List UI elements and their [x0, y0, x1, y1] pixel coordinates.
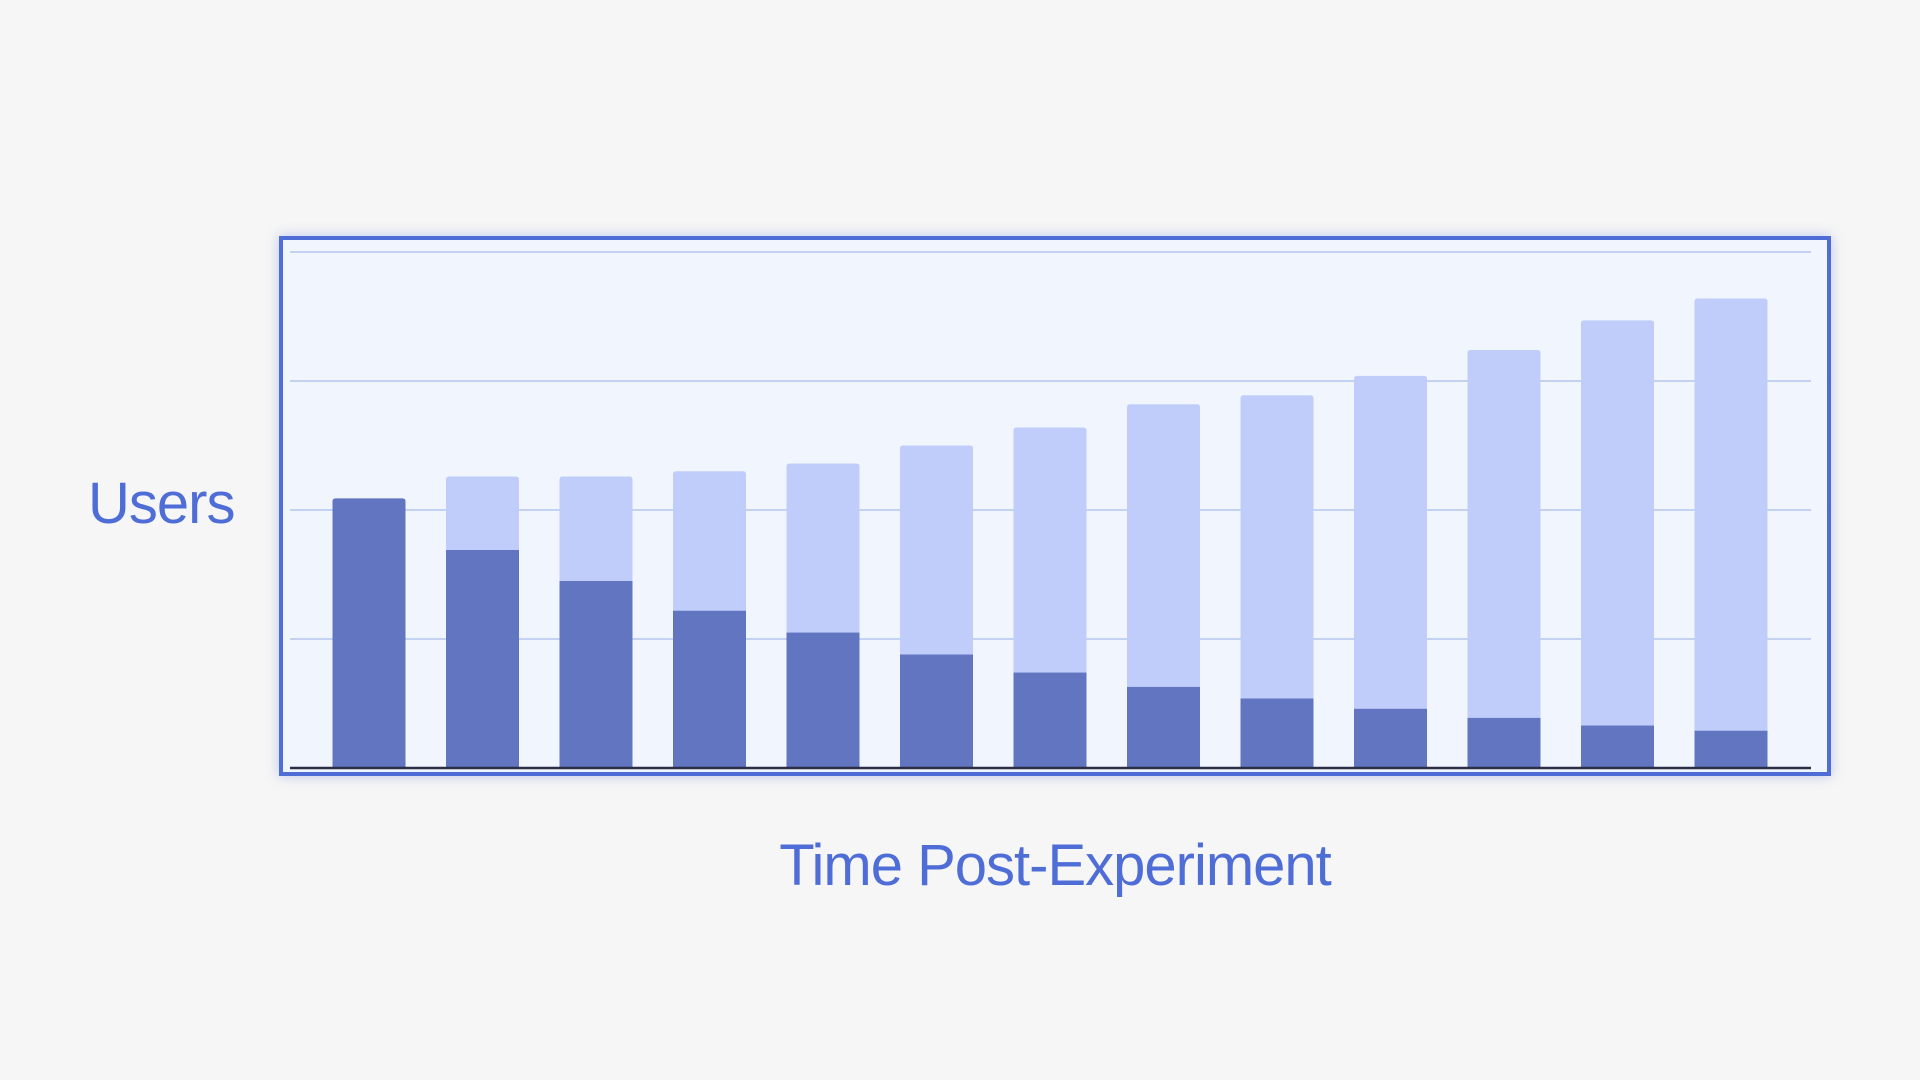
bar-4-series-1: [673, 610, 746, 768]
bar-8-series-1: [1127, 686, 1200, 768]
bar-10-series-1: [1354, 708, 1427, 768]
bar-6-series-1: [900, 654, 973, 768]
bar-8-series-2: [1127, 404, 1200, 687]
bar-2-series-2: [446, 476, 519, 550]
bar-11-series-2: [1467, 350, 1541, 718]
bar-12-series-1: [1581, 725, 1654, 768]
bar-3-series-1: [559, 580, 633, 768]
bar-1-series-1: [332, 498, 406, 768]
bar-2-series-1: [446, 549, 519, 768]
y-axis-label: Users: [88, 471, 235, 536]
bar-13-series-1: [1694, 730, 1768, 768]
bar-4-series-2: [673, 471, 746, 611]
bar-3-series-2: [559, 476, 633, 581]
bar-6-series-2: [900, 445, 973, 655]
chart-frame: [279, 236, 1831, 776]
x-axis-label: Time Post-Experiment: [779, 833, 1332, 898]
bar-7-series-2: [1013, 427, 1087, 673]
bar-10-series-2: [1354, 375, 1427, 709]
bar-9-series-2: [1240, 395, 1314, 699]
bar-5-series-1: [786, 632, 860, 768]
bar-13-series-2: [1694, 298, 1768, 731]
bars: [332, 298, 1768, 768]
bar-12-series-2: [1581, 320, 1654, 726]
bar-9-series-1: [1240, 698, 1314, 768]
bar-5-series-2: [786, 463, 860, 633]
bar-7-series-1: [1013, 672, 1087, 768]
bar-11-series-1: [1467, 717, 1541, 768]
bar-chart: [290, 251, 1811, 770]
